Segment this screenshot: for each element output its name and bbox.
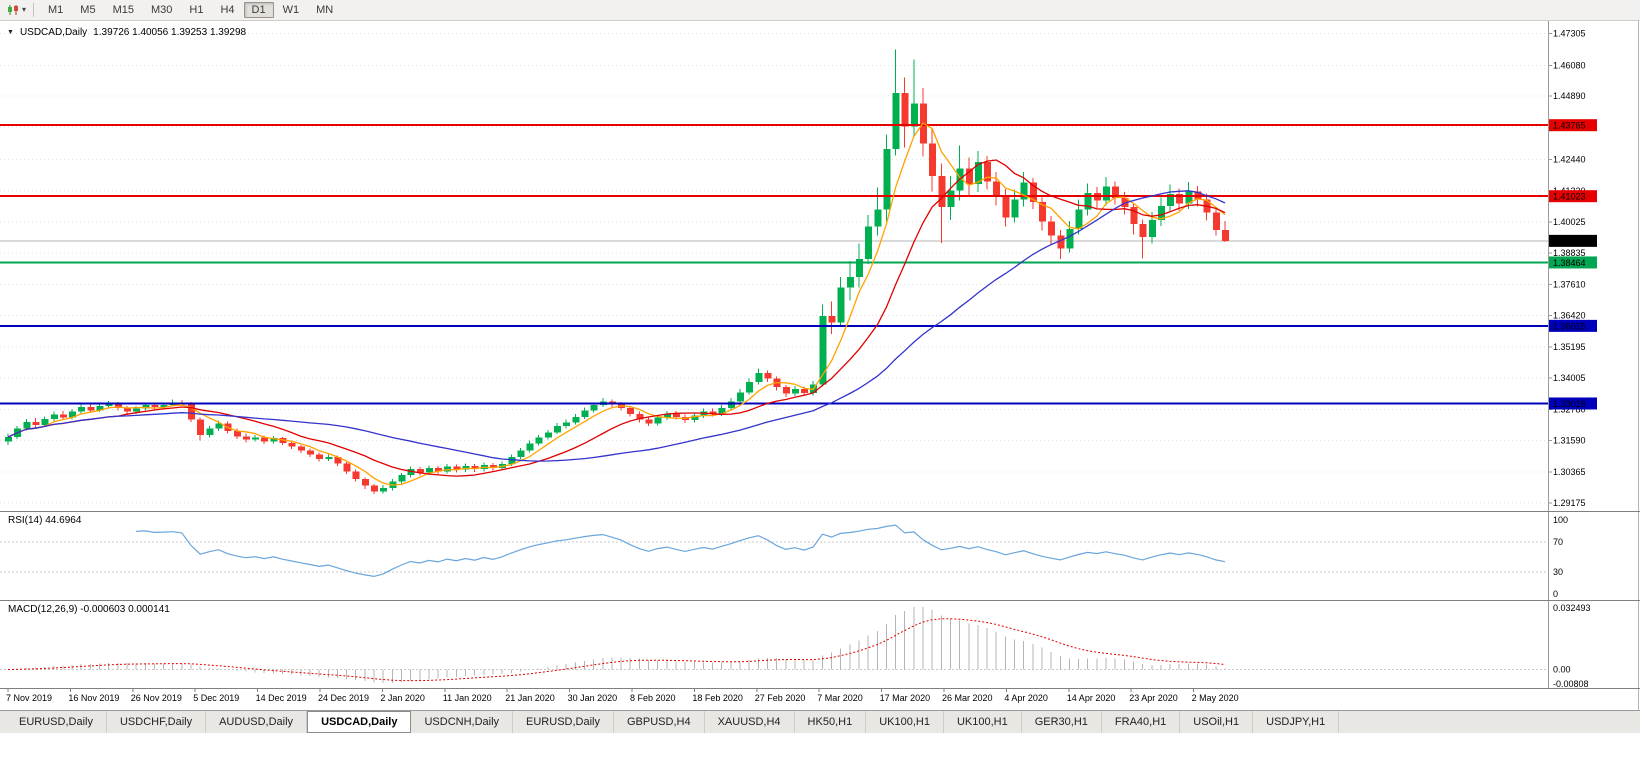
chart-tab-eurusd-daily[interactable]: EURUSD,Daily — [513, 711, 614, 733]
macd-panel: 0.032493 0.00 -0.00808 — [0, 600, 1640, 689]
svg-text:1.43765: 1.43765 — [1553, 121, 1586, 131]
svg-text:-0.00808: -0.00808 — [1553, 679, 1589, 689]
chart-tab-fra40-h1[interactable]: FRA40,H1 — [1102, 711, 1181, 733]
chart-tab-usdcnh-daily[interactable]: USDCNH,Daily — [411, 711, 514, 733]
svg-text:0.032493: 0.032493 — [1553, 603, 1591, 613]
chart-tab-usdcad-daily[interactable]: USDCAD,Daily — [307, 711, 412, 733]
horizontal-line-objects[interactable] — [0, 124, 1548, 405]
svg-text:1.31590: 1.31590 — [1553, 435, 1586, 445]
timeframe-button-m1[interactable]: M1 — [48, 4, 64, 16]
date-label: 14 Dec 2019 — [256, 693, 307, 703]
ma-5-line — [7, 122, 1226, 486]
chart-tab-gbpusd-h4[interactable]: GBPUSD,H4 — [614, 711, 705, 733]
svg-text:1.38835: 1.38835 — [1553, 248, 1586, 258]
price-gridlines — [0, 33, 1548, 504]
date-label: 26 Mar 2020 — [942, 693, 993, 703]
chart-tab-hk50-h1[interactable]: HK50,H1 — [795, 711, 867, 733]
timeframe-button-d1[interactable]: D1 — [243, 2, 274, 18]
svg-text:1.35195: 1.35195 — [1553, 342, 1586, 352]
date-label: 30 Jan 2020 — [568, 693, 618, 703]
svg-text:1.34005: 1.34005 — [1553, 373, 1586, 383]
rsi-indicator-label: RSI(14) 44.6964 — [8, 515, 82, 526]
svg-text:1.47305: 1.47305 — [1553, 29, 1586, 39]
date-label: 5 Dec 2019 — [193, 693, 239, 703]
top-toolbar: ▾ M1 M5 M15 M30 H1 H4 D1 W1 MN — [0, 0, 1640, 21]
candles-layer — [5, 49, 1229, 495]
chart-ohlc-label: 1.39726 1.40056 1.39253 1.39298 — [93, 27, 247, 38]
svg-text:1.36015: 1.36015 — [1553, 321, 1586, 331]
svg-text:1.41023: 1.41023 — [1553, 192, 1586, 202]
timeframe-button-w1[interactable]: W1 — [282, 4, 300, 16]
chart-symbol-label: USDCAD,Daily — [19, 27, 88, 38]
svg-text:1.37610: 1.37610 — [1553, 280, 1586, 290]
svg-text:1.42440: 1.42440 — [1553, 155, 1586, 165]
date-label: 23 Apr 2020 — [1129, 693, 1178, 703]
date-label: 4 Apr 2020 — [1004, 693, 1048, 703]
ma-34-line — [7, 190, 1226, 462]
date-label: 2 Jan 2020 — [380, 693, 425, 703]
svg-text:1.38464: 1.38464 — [1553, 258, 1586, 268]
date-label: 18 Feb 2020 — [692, 693, 743, 703]
timeframe-toolbar: M1 M5 M15 M30 H1 H4 D1 W1 MN — [40, 2, 341, 18]
chart-tab-usoil-h1[interactable]: USOil,H1 — [1180, 711, 1254, 733]
chart-tab-eurusd-daily[interactable]: EURUSD,Daily — [6, 711, 107, 733]
svg-text:1.29175: 1.29175 — [1553, 498, 1586, 508]
date-label: 17 Mar 2020 — [880, 693, 931, 703]
svg-text:1.30365: 1.30365 — [1553, 467, 1586, 477]
chart-tab-uk100-h1[interactable]: UK100,H1 — [944, 711, 1022, 733]
chart-tab-usdchf-daily[interactable]: USDCHF,Daily — [107, 711, 207, 733]
rsi-line — [136, 524, 1226, 578]
svg-text:1.33018: 1.33018 — [1553, 399, 1586, 409]
svg-text:1.36420: 1.36420 — [1553, 310, 1586, 320]
chart-tab-audusd-daily[interactable]: AUDUSD,Daily — [206, 711, 308, 733]
date-label: 11 Jan 2020 — [443, 693, 492, 703]
date-label: 7 Mar 2020 — [817, 693, 863, 703]
date-label: 2 May 2020 — [1192, 693, 1239, 703]
chart-tabs-bar: EURUSD,Daily USDCHF,Daily AUDUSD,Daily USDC… — [0, 710, 1640, 733]
chart-tab-ger30-h1[interactable]: GER30,H1 — [1022, 711, 1102, 733]
date-label: 7 Nov 2019 — [6, 693, 52, 703]
candlestick-chart-icon — [8, 5, 18, 15]
rsi-panel: 100 70 30 0 — [0, 511, 1640, 599]
price-chart-canvas[interactable]: 1.473051.460801.448901.437001.424401.412… — [0, 21, 1640, 710]
timeframe-button-m15[interactable]: M15 — [112, 4, 134, 16]
date-label: 24 Dec 2019 — [318, 693, 369, 703]
macd-indicator-label: MACD(12,26,9) -0.000603 0.000141 — [8, 604, 170, 615]
svg-text:100: 100 — [1553, 515, 1568, 525]
chart-type-button[interactable]: ▾ — [4, 3, 29, 17]
date-label: 8 Feb 2020 — [630, 693, 676, 703]
date-label: 14 Apr 2020 — [1067, 693, 1116, 703]
toolbar-separator — [33, 3, 35, 17]
timeframe-button-m30[interactable]: M30 — [150, 4, 173, 16]
svg-text:30: 30 — [1553, 567, 1563, 577]
time-axis: 7 Nov 2019 16 Nov 2019 26 Nov 2019 5 Dec 20… — [0, 688, 1640, 703]
chart-window: 1.473051.460801.448901.437001.424401.412… — [0, 21, 1640, 710]
chart-tab-uk100-h1[interactable]: UK100,H1 — [866, 711, 944, 733]
svg-text:1.44890: 1.44890 — [1553, 91, 1586, 101]
date-label: 16 Nov 2019 — [68, 693, 119, 703]
timeframe-button-m5[interactable]: M5 — [80, 4, 96, 16]
svg-text:1.39298: 1.39298 — [1553, 236, 1586, 246]
moving-averages — [7, 122, 1226, 486]
date-label: 27 Feb 2020 — [755, 693, 806, 703]
chart-tab-xauusd-h4[interactable]: XAUUSD,H4 — [705, 711, 795, 733]
date-label: 21 Jan 2020 — [505, 693, 555, 703]
svg-text:0: 0 — [1553, 589, 1558, 599]
macd-signal-line — [7, 618, 1226, 682]
svg-text:70: 70 — [1553, 537, 1563, 547]
svg-text:1.46080: 1.46080 — [1553, 60, 1586, 70]
chart-title: ▼ USDCAD,Daily 1.39726 1.40056 1.39253 1… — [7, 27, 246, 38]
timeframe-button-h1[interactable]: H1 — [189, 4, 204, 16]
date-label: 26 Nov 2019 — [131, 693, 182, 703]
timeframe-button-mn[interactable]: MN — [316, 4, 334, 16]
svg-text:0.00: 0.00 — [1553, 665, 1571, 675]
price-axis: 1.473051.460801.448901.437001.424401.412… — [1548, 21, 1597, 688]
svg-text:1.32780: 1.32780 — [1553, 405, 1586, 415]
svg-text:1.40025: 1.40025 — [1553, 217, 1586, 227]
ma-13-line — [7, 159, 1226, 477]
chevron-down-icon: ▾ — [22, 5, 27, 14]
timeframe-button-h4[interactable]: H4 — [220, 4, 235, 16]
chart-tab-usdjpy-h1[interactable]: USDJPY,H1 — [1253, 711, 1340, 733]
collapse-triangle-icon[interactable]: ▼ — [7, 29, 14, 36]
